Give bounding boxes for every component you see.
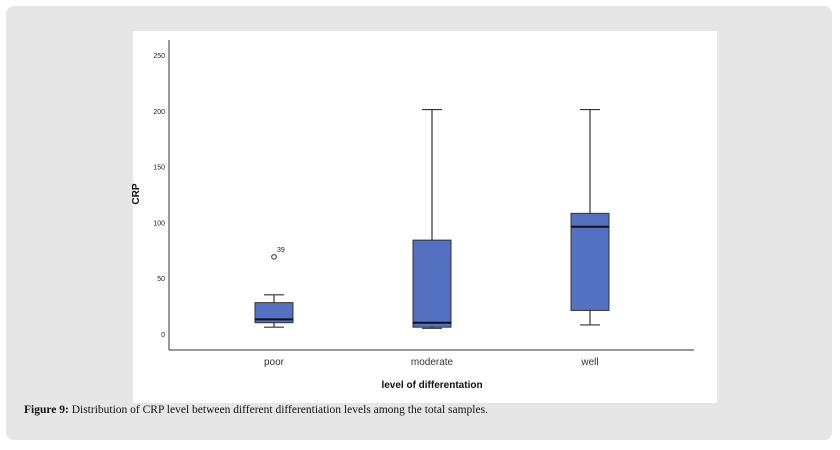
x-axis-title: level of differentation <box>381 380 482 391</box>
box-well <box>570 212 610 311</box>
box-moderate <box>412 239 452 328</box>
outlier-label: 39 <box>277 247 285 254</box>
x-tick-label: moderate <box>411 357 454 368</box>
figure-caption: Figure 9: Distribution of CRP level betw… <box>24 404 488 416</box>
y-tick-label: 100 <box>153 220 165 227</box>
figure-frame <box>6 6 832 440</box>
y-tick-label: 50 <box>157 276 165 283</box>
figure-caption-text: Distribution of CRP level between differ… <box>68 404 488 416</box>
y-axis-title: CRP <box>131 183 142 204</box>
y-tick-label: 200 <box>153 109 165 116</box>
y-tick-label: 250 <box>153 53 165 60</box>
outlier-point <box>271 254 277 260</box>
plot-panel <box>133 31 717 403</box>
x-tick-label: well <box>580 357 598 368</box>
x-tick-label: poor <box>264 357 285 368</box>
y-tick-label: 0 <box>161 332 165 339</box>
box-poor <box>254 302 294 324</box>
y-tick-label: 150 <box>153 165 165 172</box>
figure-caption-label: Figure 9: <box>24 404 69 416</box>
